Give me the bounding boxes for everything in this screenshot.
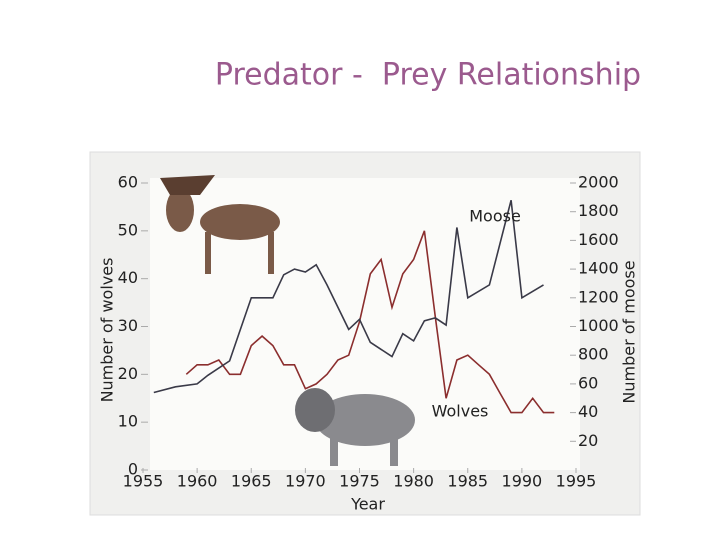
x-tick-label: 1975 — [339, 472, 380, 491]
y-tick-label: 20 — [118, 364, 138, 383]
y-tick-label: 40 — [118, 268, 138, 287]
y2-tick-label: 40 — [578, 402, 598, 421]
y2-tick-label: 1000 — [578, 316, 619, 335]
y2-axis-label: Number of moose — [620, 260, 639, 403]
y2-tick-label: 60 — [578, 373, 598, 392]
series-label: Moose — [469, 207, 521, 226]
y2-tick-label: 1800 — [578, 201, 619, 220]
series-line — [153, 200, 544, 394]
y2-tick-label: 2000 — [578, 173, 619, 192]
x-tick-label: 1980 — [393, 472, 434, 491]
x-tick-label: 1955 — [123, 472, 164, 491]
x-tick-label: 1985 — [447, 472, 488, 491]
y2-tick-label: 1600 — [578, 230, 619, 249]
series-line — [185, 230, 555, 414]
x-tick-label: 1995 — [556, 472, 597, 491]
wolf-picture — [295, 388, 415, 466]
series-label: Wolves — [432, 402, 489, 421]
moose-picture — [160, 175, 280, 274]
x-tick-label: 1965 — [231, 472, 272, 491]
y2-tick-label: 1200 — [578, 287, 619, 306]
y-tick-label: 0 — [128, 460, 138, 479]
y-axis-label: Number of wolves — [98, 258, 117, 403]
y-tick-label: 50 — [118, 220, 138, 239]
y2-tick-label: 800 — [578, 345, 609, 364]
y2-tick-label: 20 — [578, 431, 598, 450]
chart-title: Predator - Prey Relationship — [215, 58, 641, 93]
x-tick-label: 1990 — [502, 472, 543, 491]
y2-tick-label: 1400 — [578, 259, 619, 278]
x-tick-label: 1960 — [177, 472, 218, 491]
y-tick-label: 60 — [118, 173, 138, 192]
y-tick-label: 30 — [118, 316, 138, 335]
y-tick-label: 10 — [118, 412, 138, 431]
x-tick-label: 1970 — [285, 472, 326, 491]
x-axis-label: Year — [350, 495, 385, 514]
